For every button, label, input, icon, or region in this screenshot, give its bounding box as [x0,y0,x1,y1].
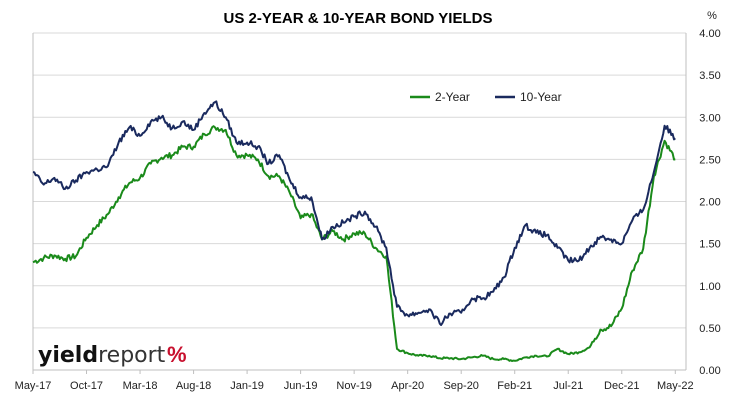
x-tick-label: Nov-19 [336,380,371,392]
logo-text-light: report [98,343,166,368]
x-tick-label: Feb-21 [497,380,532,392]
x-tick-label: Apr-20 [391,380,424,392]
legend-item-2-year: 2-Year [410,90,470,104]
series-lines [32,100,676,362]
y-tick-label: 1.00 [699,281,720,293]
x-tick-label: May-22 [657,380,694,392]
x-tick-label: Jul-21 [553,380,583,392]
x-tick-label: Jun-19 [284,380,318,392]
x-axis-ticks: May-17 Oct-17 Mar-18 Aug-18 Jan-19 Jun-19 Nov-… [15,370,694,392]
logo-percent-icon: % [167,342,187,367]
y-tick-label: 0.00 [699,365,720,377]
yieldreport-logo: yieldreport % [38,342,187,368]
y-tick-label: 4.00 [699,28,720,40]
x-tick-label: Sep-20 [443,380,478,392]
y-tick-label: 1.50 [699,239,720,251]
series-line-2-year [32,125,676,362]
axes [32,33,687,371]
x-tick-label: Aug-18 [176,380,211,392]
y-tick-label: 3.00 [699,112,720,124]
gridlines [33,32,686,329]
svg-text:yieldreport: yieldreport [38,343,166,368]
x-tick-label: May-17 [15,380,52,392]
x-tick-label: Dec-21 [604,380,639,392]
legend-label: 2-Year [435,90,470,104]
legend-label: 10-Year [520,90,562,104]
y-tick-label: 2.50 [699,154,720,166]
x-tick-label: Jan-19 [230,380,264,392]
legend: 2-Year 10-Year [410,90,562,104]
y-tick-label: 0.50 [699,323,720,335]
x-tick-label: Oct-17 [70,380,103,392]
logo-text-bold: yield [38,343,98,368]
legend-item-10-year: 10-Year [495,90,562,104]
series-line-10-year [32,100,676,326]
y-tick-label: 3.50 [699,70,720,82]
x-tick-label: Mar-18 [123,380,158,392]
chart-title: US 2-YEAR & 10-YEAR BOND YIELDS [224,10,493,27]
y-axis-ticks: 0.00 0.50 1.00 1.50 2.00 2.50 3.00 3.50 4.00 [699,28,720,377]
y-tick-label: 2.00 [699,197,720,209]
y-unit-label: % [707,10,717,22]
